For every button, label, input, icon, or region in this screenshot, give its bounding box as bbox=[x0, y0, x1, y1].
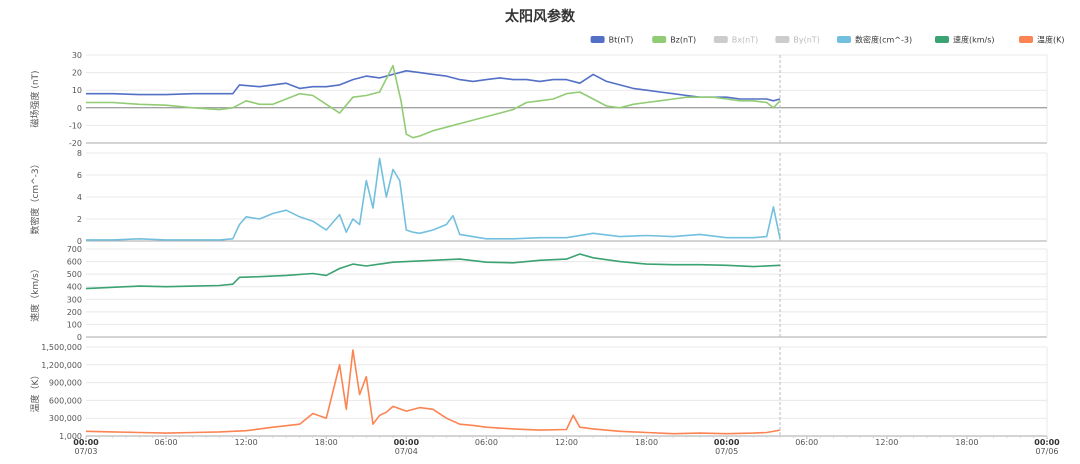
x-tick-label: 12:00 bbox=[875, 438, 898, 447]
legend-label: By(nT) bbox=[793, 36, 819, 45]
x-tick-label: 18:00 bbox=[315, 438, 338, 447]
series-line-Bz(nT) bbox=[86, 64, 781, 139]
x-tick-label: 12:00 bbox=[235, 438, 258, 447]
series-line-温度(K) bbox=[85, 349, 781, 435]
y-tick-label: 700 bbox=[67, 245, 82, 254]
legend-label: 数密度(cm^-3) bbox=[855, 35, 912, 45]
x-tick-label: 06:00 bbox=[475, 438, 498, 447]
x-tick-label: 00:00 bbox=[1034, 438, 1060, 447]
y-tick-label: 0 bbox=[77, 237, 82, 246]
legend-label: 温度(K) bbox=[1037, 35, 1065, 45]
y-tick-label: 2 bbox=[77, 215, 82, 224]
y-tick-label: 500 bbox=[67, 270, 82, 279]
legend-swatch bbox=[935, 36, 949, 43]
x-tick-label: 18:00 bbox=[955, 438, 978, 447]
legend-item[interactable]: Bz(nT) bbox=[652, 36, 696, 45]
legend-swatch bbox=[590, 36, 605, 43]
legend-label: Bx(nT) bbox=[732, 36, 758, 45]
legend: Bt(nT) Bz(nT) Bx(nT) By(nT) 数密度(cm^-3) 速度(km/… bbox=[590, 35, 1065, 45]
x-tick-date: 07/06 bbox=[1035, 447, 1058, 456]
x-tick-date: 07/04 bbox=[395, 447, 418, 456]
x-tick-date: 07/03 bbox=[74, 447, 97, 456]
panel-2: 0 100 200 300 400 500 600 700 速度（km/s） bbox=[29, 245, 1048, 342]
panel-1: 0 2 4 6 8 数密度（cm^-3） bbox=[29, 149, 1048, 246]
plot-panels: -20 -10 0 10 20 30 磁场强度 (nT) 0 2 4 6 8 数密度（cm^-3） 0 10… bbox=[29, 51, 1048, 441]
y-tick-label: 300,000 bbox=[49, 414, 82, 423]
legend-item[interactable]: 温度(K) bbox=[1019, 35, 1065, 45]
legend-swatch bbox=[1019, 36, 1033, 43]
x-tick-label: 06:00 bbox=[795, 438, 818, 447]
legend-swatch bbox=[837, 36, 851, 43]
legend-label: Bt(nT) bbox=[609, 36, 634, 45]
y-tick-label: 4 bbox=[77, 193, 82, 202]
y-tick-label: 1,500,000 bbox=[41, 343, 82, 352]
legend-item[interactable]: By(nT) bbox=[775, 36, 820, 45]
legend-swatch bbox=[652, 36, 667, 43]
y-tick-label: 20 bbox=[72, 69, 82, 78]
y-tick-label: 600,000 bbox=[49, 396, 82, 405]
y-tick-label: 30 bbox=[72, 51, 82, 60]
legend-label: Bz(nT) bbox=[670, 36, 696, 45]
legend-swatch bbox=[775, 36, 790, 43]
x-tick-label: 00:00 bbox=[73, 438, 99, 447]
x-tick-label: 12:00 bbox=[555, 438, 578, 447]
series-line-Bt(nT) bbox=[86, 70, 781, 102]
y-tick-label: 100 bbox=[67, 320, 82, 329]
y-tick-label: 900,000 bbox=[49, 379, 82, 388]
y-tick-label: 200 bbox=[67, 308, 82, 317]
y-tick-label: 8 bbox=[77, 149, 82, 158]
x-tick-label: 06:00 bbox=[155, 438, 178, 447]
legend-item[interactable]: 数密度(cm^-3) bbox=[837, 35, 912, 45]
legend-item[interactable]: Bx(nT) bbox=[713, 36, 758, 45]
series-line-速度(km/s) bbox=[85, 253, 781, 290]
legend-swatch bbox=[713, 36, 728, 43]
legend-label: 速度(km/s) bbox=[953, 35, 995, 45]
x-tick-label: 00:00 bbox=[714, 438, 740, 447]
x-tick-label: 00:00 bbox=[394, 438, 420, 447]
y-tick-label: 300 bbox=[67, 295, 82, 304]
legend-item[interactable]: Bt(nT) bbox=[590, 36, 634, 45]
y-tick-label: 0 bbox=[77, 104, 82, 113]
panel-3: 1,000 300,000 600,000 900,000 1,200,000 1,500… bbox=[29, 343, 1048, 441]
y-tick-label: 1,000 bbox=[59, 432, 82, 441]
y-axis-label: 数密度（cm^-3） bbox=[29, 159, 41, 234]
panel-0: -20 -10 0 10 20 30 磁场强度 (nT) bbox=[29, 51, 1048, 148]
y-axis-label: 磁场强度 (nT) bbox=[29, 70, 41, 127]
series-line-数密度(cm^-3) bbox=[86, 157, 781, 241]
y-tick-label: 6 bbox=[77, 171, 82, 180]
y-axis-label: 速度（km/s） bbox=[29, 264, 41, 322]
chart-title: 太阳风参数 bbox=[505, 8, 576, 25]
y-tick-label: 600 bbox=[67, 258, 82, 267]
y-tick-label: 1,200,000 bbox=[41, 361, 82, 370]
y-tick-label: -10 bbox=[69, 121, 82, 130]
y-tick-label: 0 bbox=[77, 333, 82, 342]
y-tick-label: -20 bbox=[69, 139, 82, 148]
legend-item[interactable]: 速度(km/s) bbox=[935, 35, 995, 45]
y-tick-label: 10 bbox=[72, 86, 82, 95]
x-tick-label: 18:00 bbox=[635, 438, 658, 447]
y-axis-label: 温度（K） bbox=[29, 371, 41, 413]
y-tick-label: 400 bbox=[67, 283, 82, 292]
x-tick-date: 07/05 bbox=[715, 447, 738, 456]
